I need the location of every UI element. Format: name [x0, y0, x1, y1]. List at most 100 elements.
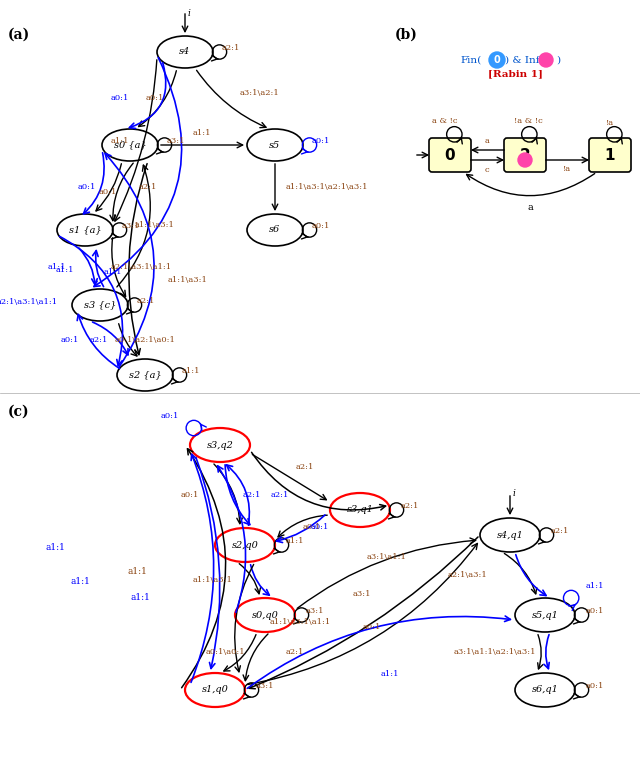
- Text: s1 {a}: s1 {a}: [68, 226, 101, 235]
- Text: a: a: [527, 203, 533, 212]
- Circle shape: [539, 53, 553, 67]
- Text: s3 {c}: s3 {c}: [84, 300, 116, 309]
- Text: a2:1\a3:1\a1:1: a2:1\a3:1\a1:1: [111, 263, 172, 271]
- Ellipse shape: [480, 518, 540, 552]
- Text: a1:1: a1:1: [127, 568, 147, 577]
- Circle shape: [518, 153, 532, 167]
- Text: ): ): [556, 56, 560, 65]
- Text: i: i: [188, 9, 191, 18]
- Text: s6: s6: [269, 226, 280, 235]
- Text: a3:1: a3:1: [167, 137, 185, 145]
- Text: a1:1\a3:1: a1:1\a3:1: [168, 276, 208, 284]
- Ellipse shape: [190, 428, 250, 462]
- Ellipse shape: [515, 598, 575, 632]
- Text: a2:1\a3:1\a1:1: a2:1\a3:1\a1:1: [0, 298, 58, 306]
- Text: a2:1: a2:1: [551, 527, 569, 535]
- Ellipse shape: [247, 214, 303, 246]
- Text: a0:1: a0:1: [111, 94, 129, 102]
- Text: 0: 0: [493, 55, 500, 65]
- Text: a0:1: a0:1: [78, 183, 96, 191]
- Text: s3,q2: s3,q2: [207, 440, 234, 450]
- Text: a1:1: a1:1: [45, 543, 65, 552]
- FancyBboxPatch shape: [429, 138, 471, 172]
- Text: ) & Inf(: ) & Inf(: [505, 56, 543, 65]
- Ellipse shape: [215, 528, 275, 562]
- Text: a0:1: a0:1: [99, 188, 117, 196]
- Text: s5: s5: [269, 140, 280, 149]
- Text: s4,q1: s4,q1: [497, 530, 524, 539]
- Text: s4: s4: [179, 47, 191, 56]
- Text: a2:1\a3:1: a2:1\a3:1: [448, 571, 488, 579]
- FancyBboxPatch shape: [589, 138, 631, 172]
- Text: a0:1: a0:1: [303, 523, 321, 531]
- Text: a2:1: a2:1: [222, 44, 240, 52]
- Text: a0:1: a0:1: [61, 336, 79, 344]
- Text: a1:1: a1:1: [130, 593, 150, 601]
- Text: a0:1: a0:1: [181, 491, 199, 499]
- Ellipse shape: [102, 129, 158, 161]
- Text: (b): (b): [395, 28, 418, 42]
- Text: a: a: [484, 137, 490, 145]
- Text: a2:1: a2:1: [137, 297, 155, 305]
- Text: a1:1: a1:1: [111, 137, 129, 145]
- Text: !a: !a: [606, 119, 614, 127]
- Text: a1:1: a1:1: [70, 578, 90, 587]
- Text: a1:1\a3:1\a1:1: a1:1\a3:1\a1:1: [269, 618, 331, 626]
- Text: a0:1: a0:1: [312, 222, 330, 230]
- Text: (a): (a): [8, 28, 30, 42]
- Circle shape: [489, 52, 505, 68]
- Text: a0:1: a0:1: [161, 412, 179, 420]
- Text: a1:1: a1:1: [48, 263, 67, 271]
- Text: a2:1: a2:1: [296, 463, 314, 471]
- Text: s3,q1: s3,q1: [347, 505, 373, 514]
- Text: [Rabin 1]: [Rabin 1]: [488, 69, 543, 78]
- Text: 2: 2: [520, 148, 531, 162]
- Text: a0:1\a2:1\a0:1: a0:1\a2:1\a0:1: [115, 336, 175, 344]
- Text: a0:1: a0:1: [586, 682, 604, 690]
- Text: a2:1: a2:1: [286, 648, 304, 656]
- Text: a3:1: a3:1: [256, 682, 275, 690]
- Text: a & !c: a & !c: [432, 117, 458, 125]
- Text: s1,q0: s1,q0: [202, 686, 228, 694]
- Ellipse shape: [515, 673, 575, 707]
- Text: a2:1: a2:1: [90, 336, 108, 344]
- Text: a0:1: a0:1: [311, 523, 329, 531]
- Text: a2:1: a2:1: [401, 502, 419, 510]
- Text: a2:1: a2:1: [271, 491, 289, 499]
- Text: a1:1: a1:1: [586, 582, 604, 590]
- Ellipse shape: [157, 36, 213, 68]
- Text: i: i: [513, 489, 516, 498]
- Text: a3:1: a3:1: [353, 590, 371, 598]
- Text: a0:1: a0:1: [146, 94, 164, 102]
- Text: a1:1\a3:1: a1:1\a3:1: [135, 221, 175, 229]
- Text: a0:1: a0:1: [363, 623, 381, 631]
- Text: a1:1: a1:1: [104, 268, 122, 276]
- Text: a0:1: a0:1: [586, 607, 604, 615]
- Text: a1:1: a1:1: [381, 670, 399, 678]
- Text: s0 {a}: s0 {a}: [114, 140, 147, 149]
- Text: !a: !a: [563, 165, 571, 173]
- Ellipse shape: [185, 673, 245, 707]
- FancyBboxPatch shape: [504, 138, 546, 172]
- Ellipse shape: [117, 359, 173, 391]
- Text: 0: 0: [445, 148, 455, 162]
- Text: a3:1\a1:1\a2:1\a3:1: a3:1\a1:1\a2:1\a3:1: [454, 648, 536, 656]
- Text: s2,q0: s2,q0: [232, 540, 259, 549]
- Text: 1: 1: [605, 148, 615, 162]
- Text: Fin(: Fin(: [461, 56, 482, 65]
- Ellipse shape: [57, 214, 113, 246]
- Ellipse shape: [235, 598, 295, 632]
- Text: a1:1: a1:1: [182, 367, 200, 375]
- Ellipse shape: [247, 129, 303, 161]
- Text: a1:1\a3:1\a2:1\a3:1: a1:1\a3:1\a2:1\a3:1: [285, 183, 368, 191]
- Text: (c): (c): [8, 405, 29, 419]
- Text: s5,q1: s5,q1: [532, 610, 559, 620]
- Text: s0,q0: s0,q0: [252, 610, 278, 620]
- Text: s6,q1: s6,q1: [532, 686, 559, 694]
- Text: a0:1: a0:1: [312, 137, 330, 145]
- Ellipse shape: [330, 493, 390, 527]
- Text: s2 {a}: s2 {a}: [129, 370, 161, 379]
- Ellipse shape: [72, 289, 128, 321]
- Text: a3:1: a3:1: [122, 222, 140, 230]
- Text: a1:1: a1:1: [56, 266, 74, 274]
